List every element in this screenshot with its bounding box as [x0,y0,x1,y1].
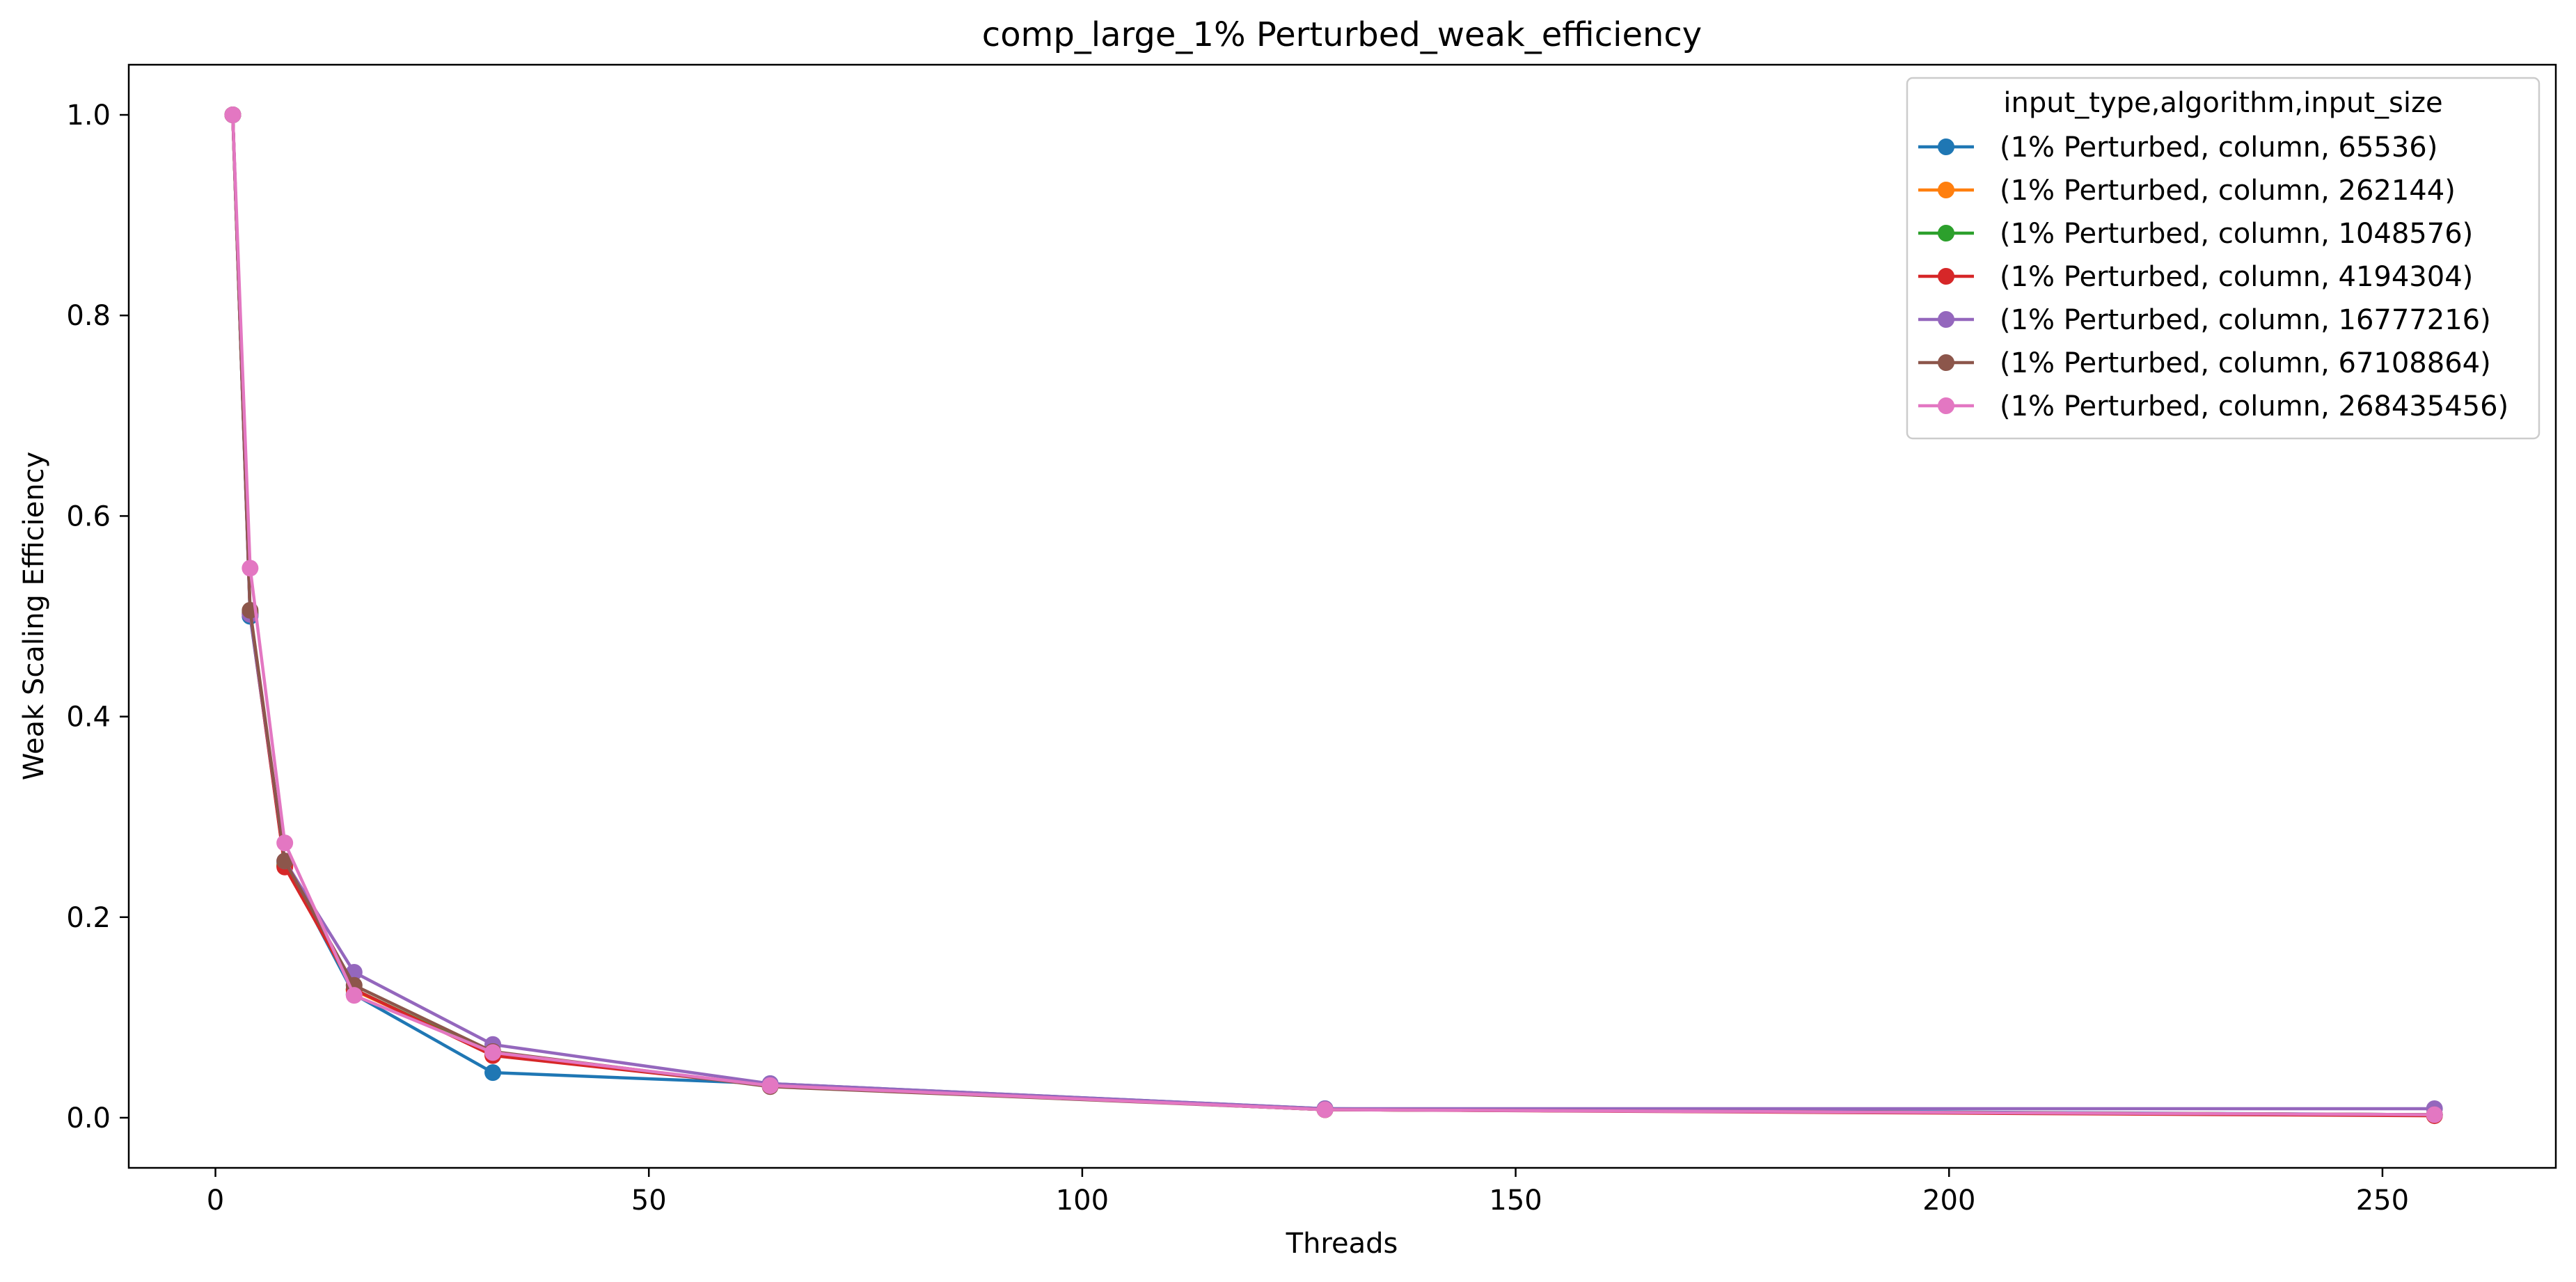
x-tick-label: 100 [1056,1185,1109,1217]
x-axis-label: Threads [1286,1228,1398,1260]
legend-entry: (1% Perturbed, column, 262144) [1918,175,2456,207]
x-tick-label: 250 [2356,1185,2409,1217]
legend-label: (1% Perturbed, column, 67108864) [2000,347,2491,379]
data-point [484,1044,502,1061]
legend-label: (1% Perturbed, column, 65536) [2000,132,2437,164]
legend-marker [1938,311,1954,328]
data-point [761,1077,779,1094]
y-tick-label: 0.2 [66,902,111,934]
legend-box [1906,77,2541,440]
data-point [276,834,294,852]
legend-entry: (1% Perturbed, column, 65536) [1918,132,2437,164]
data-point [276,853,294,870]
y-tick-label: 1.0 [66,100,111,132]
y-tick-label: 0.8 [66,300,111,332]
y-tick-label: 0.4 [66,702,111,734]
y-axis-label: Weak Scaling Efficiency [18,452,50,780]
data-point [242,560,259,577]
legend-label: (1% Perturbed, column, 268435456) [2000,390,2508,422]
data-point [224,106,242,124]
legend-title: input_type,algorithm,input_size [2003,87,2442,119]
y-tick-label: 0.6 [66,500,111,532]
x-tick-label: 200 [1922,1185,1975,1217]
legend-marker [1938,268,1954,285]
legend-label: (1% Perturbed, column, 1048576) [2000,218,2473,250]
legend-label: (1% Perturbed, column, 4194304) [2000,261,2473,293]
legend: input_type,algorithm,input_size (1% Pert… [1906,77,2541,440]
x-tick-label: 50 [631,1185,667,1217]
legend-marker [1938,354,1954,371]
legend-marker [1938,182,1954,198]
legend-label: (1% Perturbed, column, 16777216) [2000,304,2491,336]
legend-marker [1938,225,1954,242]
legend-entry: (1% Perturbed, column, 268435456) [1918,390,2508,422]
x-tick-label: 0 [207,1185,224,1217]
legend-marker [1938,139,1954,155]
plot-frame [127,63,2557,1169]
legend-entry: (1% Perturbed, column, 4194304) [1918,261,2473,293]
legend-entry: (1% Perturbed, column, 67108864) [1918,347,2491,379]
data-point [345,987,363,1004]
series-7 [224,106,2443,1123]
data-point [484,1064,502,1082]
legend-marker [1938,397,1954,414]
data-point [2426,1106,2443,1123]
data-point [1316,1101,1334,1118]
chart-title: comp_large_1% Perturbed_weak_efficiency [982,15,1702,54]
legend-entry: (1% Perturbed, column, 16777216) [1918,304,2491,336]
legend-entry: (1% Perturbed, column, 1048576) [1918,218,2473,250]
legend-label: (1% Perturbed, column, 262144) [2000,175,2456,207]
x-tick-label: 150 [1489,1185,1542,1217]
y-tick-label: 0.0 [66,1102,111,1134]
series-line [231,114,2435,1116]
